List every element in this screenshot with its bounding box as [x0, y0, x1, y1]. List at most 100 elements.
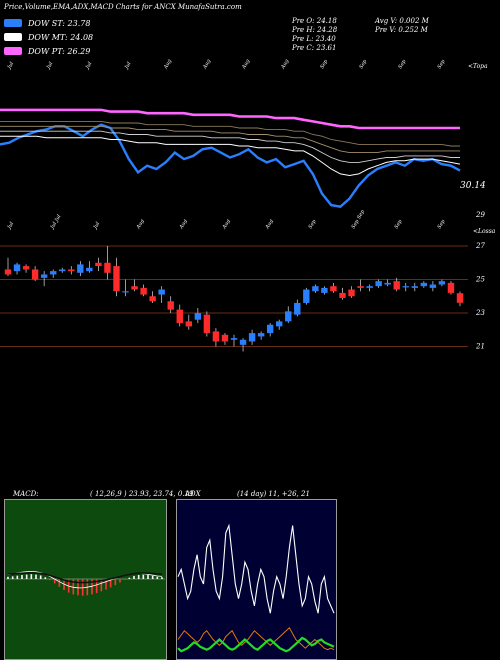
legend-dow-pt-label: DOW PT: 26.29: [28, 46, 91, 56]
candle-body: [321, 287, 328, 293]
candle-body: [438, 281, 446, 285]
candle-body: [375, 281, 382, 287]
date-label: Sep: [358, 58, 368, 70]
date-label: Aug: [178, 218, 189, 231]
date-label: Aug: [135, 218, 146, 231]
adx-params: (14 day) 11, +26, 21: [237, 490, 310, 498]
legend-dow-st: DOW ST: 23.78: [4, 17, 90, 29]
adx-plus-di-line: [177, 636, 335, 653]
macd-params: ( 12,26,9 ) 23.93, 23.74, 0.19: [90, 490, 194, 498]
candle-body: [77, 264, 84, 273]
candle-body: [122, 291, 129, 293]
candle-body: [86, 267, 93, 272]
adx-title: ADX: [185, 490, 201, 498]
candle-body: [348, 289, 355, 297]
date-label: Jul: [6, 61, 15, 71]
candle-body: [330, 286, 337, 292]
macd-signal-line: [7, 571, 163, 584]
price-level-label: 21: [475, 343, 485, 351]
date-label: Aug: [221, 218, 232, 231]
date-label: Sep: [319, 58, 329, 70]
ohlc-close: Pre C: 23.61: [292, 44, 337, 52]
candle-body: [239, 339, 247, 345]
date-label: Sep Sep: [351, 208, 367, 230]
candle-body: [257, 333, 265, 337]
date-label: Sep: [437, 218, 447, 230]
candle-body: [447, 282, 455, 293]
date-label: Jul: [123, 61, 132, 71]
candle-body: [285, 311, 292, 322]
candle-body: [113, 266, 120, 292]
candle-body: [402, 286, 409, 288]
macd-background: [4, 499, 167, 660]
adx-background: [176, 499, 337, 660]
candle-body: [149, 296, 156, 302]
candle-body: [158, 289, 165, 295]
date-label: Sep: [394, 218, 404, 230]
candle-body: [294, 302, 301, 315]
ema-line-4: [0, 120, 460, 147]
candle-corner-label: <Lossa: [473, 228, 496, 235]
date-label: Sep: [437, 58, 447, 70]
adx-minus-di-line: [177, 627, 335, 651]
ohlc-high: Pre H: 24.28: [292, 26, 338, 34]
candle-body: [13, 264, 21, 272]
macd-title: MACD:: [13, 490, 39, 498]
legend-dow-mt: DOW MT: 24.08: [4, 31, 93, 43]
date-label: Aug: [241, 58, 252, 71]
candle-body: [176, 309, 183, 324]
ema-lines: [0, 108, 461, 208]
candle-body: [59, 269, 66, 272]
candle-body: [40, 274, 48, 278]
candle-body: [266, 324, 274, 334]
legend-swatch-pt: [4, 47, 22, 55]
price-level-label: 27: [475, 242, 485, 250]
candle-body: [230, 338, 238, 340]
bottom-date-labels: Jul Jul Jul Jul Aug Aug Aug Aug Sep Sep Sep Sep Se…: [6, 208, 447, 231]
date-label: Aug: [280, 58, 291, 71]
date-label: Aug: [264, 218, 275, 231]
price-level-label: 25: [475, 276, 485, 284]
candle-body: [140, 287, 147, 295]
last-price-label: 30.14: [460, 181, 486, 191]
candles: [4, 246, 464, 352]
candle-body: [366, 286, 373, 288]
candle-body: [393, 281, 400, 290]
candle-body: [384, 282, 391, 285]
candle-body: [303, 289, 310, 303]
candle-body: [185, 321, 192, 327]
date-label: Jul: [45, 61, 54, 71]
ema-line-2: [0, 130, 460, 163]
legend-dow-mt-label: DOW MT: 24.08: [28, 32, 94, 42]
date-label: Jul: [6, 221, 15, 231]
candle-body: [221, 334, 229, 342]
candle-body: [31, 269, 39, 280]
price-level-label: 23: [475, 309, 485, 317]
date-label: Sep: [397, 58, 407, 70]
candle-body: [411, 286, 418, 288]
legend-dow-st-label: DOW ST: 23.78: [28, 18, 91, 28]
legend-dow-pt: DOW PT: 26.29: [4, 45, 90, 57]
adx-panel: [176, 499, 337, 660]
ema-line-5: [0, 108, 460, 130]
date-label: Sep: [308, 218, 318, 230]
macd-panel: [4, 499, 167, 660]
price-level-lines: 27 25 23 21: [0, 242, 485, 351]
ema-line-1: [0, 135, 461, 177]
candle-body: [456, 293, 464, 303]
candle-body: [212, 331, 220, 342]
candle-body: [167, 301, 174, 310]
date-label: Aug: [201, 58, 212, 71]
candle-body: [22, 266, 30, 270]
candle-body: [104, 262, 111, 273]
candle-body: [312, 286, 319, 292]
legend-swatch-mt: [4, 33, 22, 41]
ema-corner-label: <Topa: [468, 63, 488, 70]
candle-body: [131, 286, 138, 290]
candle-body: [50, 271, 57, 275]
candle-body: [68, 269, 75, 272]
pre-volume: Pre V: 0.252 M: [375, 26, 428, 34]
candle-body: [203, 314, 211, 334]
page-title: Price,Volume,EMA,ADX,MACD Charts for ANC…: [4, 3, 242, 11]
legend-swatch-st: [4, 19, 22, 27]
